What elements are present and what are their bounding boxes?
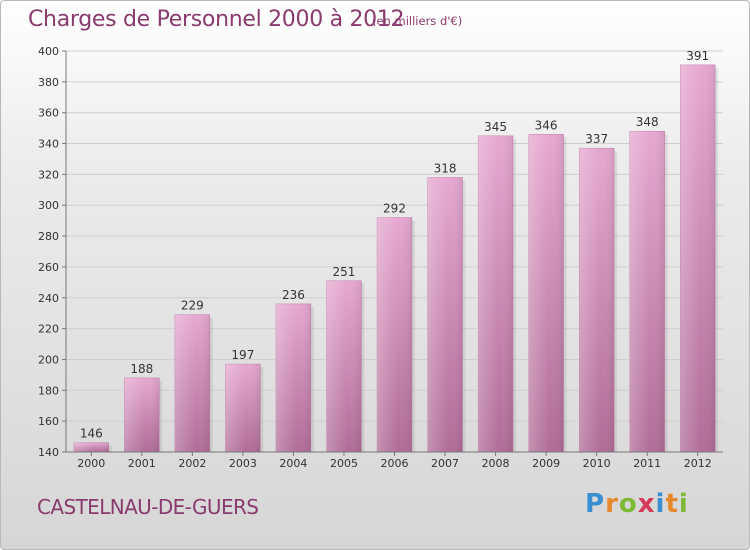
logo-letter: i xyxy=(678,489,689,519)
y-tick-label: 380 xyxy=(38,76,59,89)
bar-value-label: 197 xyxy=(231,348,254,362)
bar-value-label: 188 xyxy=(130,362,153,376)
y-tick-label: 360 xyxy=(38,107,59,120)
commune-name: CASTELNAU-DE-GUERS xyxy=(37,495,259,519)
bar-value-label: 391 xyxy=(686,49,709,63)
x-tick-label: 2007 xyxy=(431,457,459,470)
logo-letter: o xyxy=(618,489,638,519)
x-tick-label: 2005 xyxy=(330,457,358,470)
bar-value-label: 348 xyxy=(636,115,659,129)
bar-highlight xyxy=(174,314,210,452)
x-tick-label: 2010 xyxy=(583,457,611,470)
bar-value-label: 146 xyxy=(80,427,103,441)
x-tick-label: 2008 xyxy=(482,457,510,470)
bar-value-label: 345 xyxy=(484,120,507,134)
logo-letter: x xyxy=(637,489,656,519)
logo-letter: r xyxy=(605,489,619,519)
x-tick-label: 2001 xyxy=(128,457,156,470)
y-tick-label: 320 xyxy=(38,168,59,181)
bar-value-label: 251 xyxy=(333,265,356,279)
bar-highlight xyxy=(326,280,362,452)
x-tick-label: 2003 xyxy=(229,457,257,470)
y-tick-label: 140 xyxy=(38,446,59,459)
bar-highlight xyxy=(124,377,160,452)
y-tick-label: 260 xyxy=(38,261,59,274)
x-tick-label: 2012 xyxy=(684,457,712,470)
bar-highlight xyxy=(629,131,665,452)
proxiti-logo: Proxiti xyxy=(585,489,689,519)
logo-letter: P xyxy=(585,489,606,519)
x-tick-label: 2000 xyxy=(77,457,105,470)
bar-value-label: 236 xyxy=(282,288,305,302)
y-tick-label: 160 xyxy=(38,415,59,428)
bar-highlight xyxy=(377,217,412,452)
bar-value-label: 346 xyxy=(535,118,558,132)
bar-highlight xyxy=(680,64,716,452)
bar-value-label: 229 xyxy=(181,299,204,313)
x-tick-label: 2006 xyxy=(381,457,409,470)
bar-highlight xyxy=(478,135,514,453)
bar-value-label: 292 xyxy=(383,202,406,216)
y-tick-label: 200 xyxy=(38,353,59,366)
y-tick-label: 240 xyxy=(38,292,59,305)
y-tick-label: 300 xyxy=(38,199,59,212)
bar-highlight xyxy=(528,134,564,453)
y-tick-label: 180 xyxy=(38,384,59,397)
bar-value-label: 337 xyxy=(585,132,608,146)
logo-letter: t xyxy=(665,489,679,519)
bar-highlight xyxy=(579,148,615,452)
chart-title: Charges de Personnel 2000 à 2012 xyxy=(28,7,405,32)
bar-value-label: 318 xyxy=(434,161,457,175)
y-tick-label: 400 xyxy=(38,45,59,58)
x-tick-label: 2004 xyxy=(279,457,307,470)
logo-letter: i xyxy=(655,489,666,519)
bar-highlight xyxy=(73,442,109,452)
bar-highlight xyxy=(225,364,261,452)
x-tick-label: 2002 xyxy=(178,457,206,470)
x-tick-label: 2011 xyxy=(633,457,661,470)
x-tick-label: 2009 xyxy=(532,457,560,470)
y-tick-label: 280 xyxy=(38,230,59,243)
bar-highlight xyxy=(427,177,463,452)
chart-subtitle: (en milliers d'€) xyxy=(372,14,463,28)
y-tick-label: 340 xyxy=(38,138,59,151)
y-tick-label: 220 xyxy=(38,323,59,336)
bar-highlight xyxy=(275,303,311,452)
